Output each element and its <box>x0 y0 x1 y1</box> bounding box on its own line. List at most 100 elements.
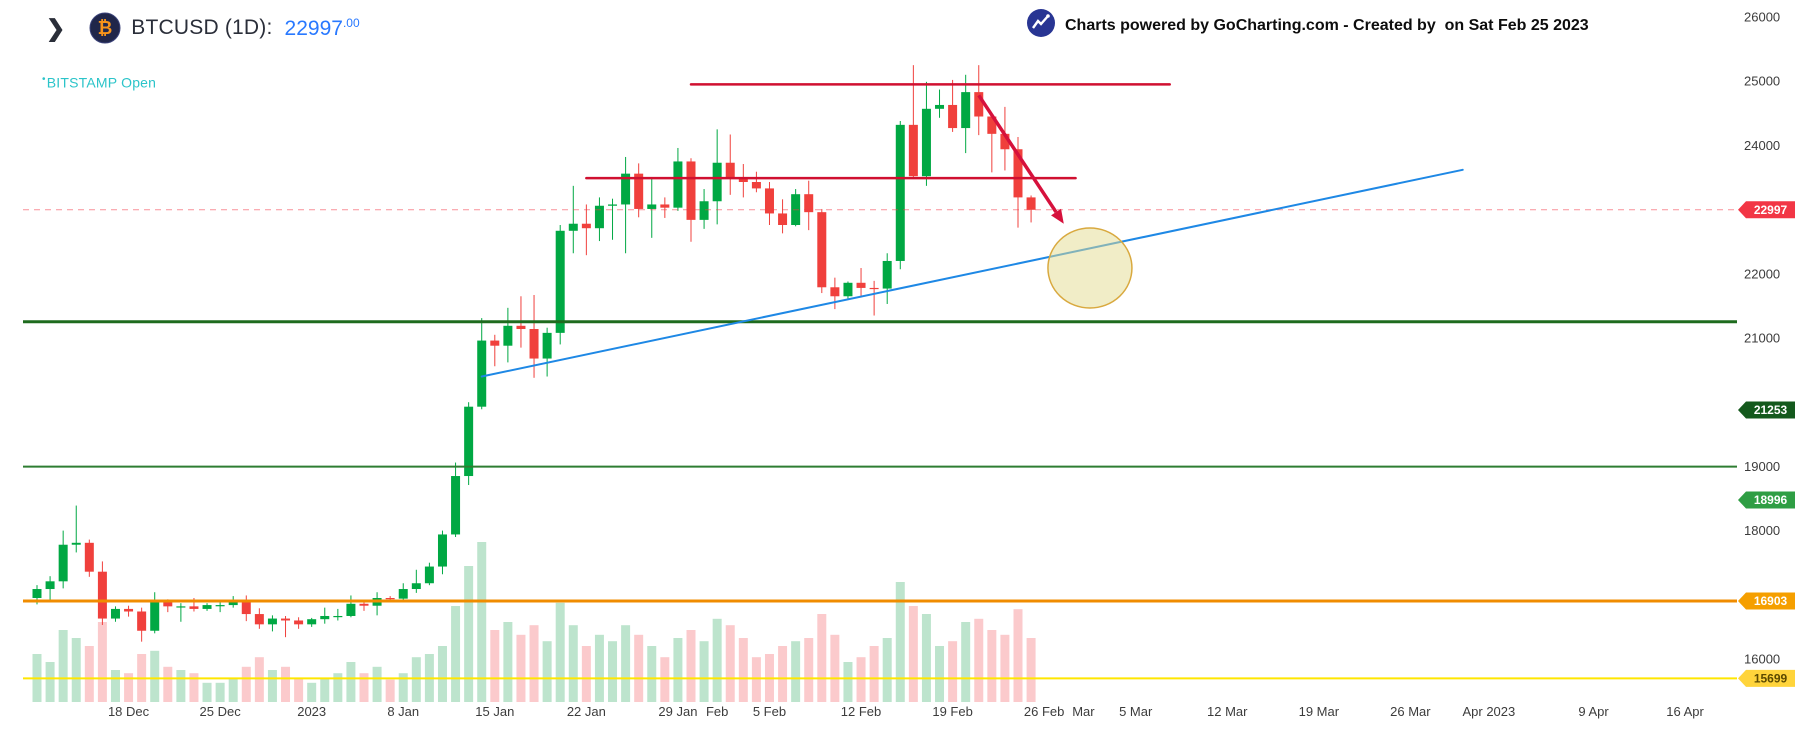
volume-bar <box>686 630 696 702</box>
volume-bar <box>477 542 487 702</box>
candle <box>738 164 748 198</box>
last-price-int: 22997 <box>284 16 343 40</box>
volume-bar <box>791 641 801 702</box>
volume-bar <box>241 666 251 702</box>
price-badge-label: 22997 <box>1754 203 1788 217</box>
candle-body <box>490 340 500 346</box>
candle-body <box>464 406 474 477</box>
candle-body <box>817 212 827 288</box>
candle <box>712 129 722 225</box>
projection-arrow[interactable] <box>977 94 1064 224</box>
target-zone-circle[interactable] <box>1047 227 1133 309</box>
candle <box>555 225 565 345</box>
candle-body <box>97 571 107 619</box>
candle <box>974 65 984 136</box>
candle <box>935 89 945 118</box>
candle-body <box>503 325 513 346</box>
candle <box>451 462 461 538</box>
arrow-shaft <box>977 94 1058 214</box>
price-axis-label: 26000 <box>1744 10 1780 25</box>
volume-bar <box>110 670 120 702</box>
candle-body <box>895 124 905 261</box>
candle-body <box>176 606 186 608</box>
volume-bar <box>647 646 657 702</box>
candle <box>437 530 447 575</box>
price-axis-label: 22000 <box>1744 266 1780 281</box>
candle <box>359 602 369 611</box>
candle-body <box>411 583 421 590</box>
volume-bar <box>398 673 408 702</box>
volume-bar <box>660 657 670 702</box>
candle <box>254 608 264 629</box>
candle <box>202 603 212 611</box>
status-dot: • <box>42 74 46 85</box>
price-axis-label: 18000 <box>1744 523 1780 538</box>
price-badge-label: 18996 <box>1754 493 1788 507</box>
candle-body <box>58 544 68 582</box>
candle-body <box>621 173 631 205</box>
candle <box>621 156 631 254</box>
candle-body <box>424 566 434 584</box>
volume-bar <box>176 670 186 702</box>
volume-bar <box>267 670 277 702</box>
candle <box>673 147 683 211</box>
candle <box>568 185 578 254</box>
candle-body <box>830 287 840 297</box>
price-badge <box>1738 201 1795 219</box>
candle <box>281 615 291 638</box>
candle <box>241 595 251 622</box>
exchange-status: •BITSTAMP Open <box>42 74 156 91</box>
time-axis-label: 19 Feb <box>932 704 972 719</box>
price-axis-label: 21000 <box>1744 331 1780 346</box>
candle <box>634 163 644 218</box>
volume-bar <box>307 682 317 702</box>
time-axis-label: Apr 2023 <box>1462 704 1515 719</box>
volume-bar <box>529 625 539 702</box>
volume-bar <box>163 666 173 702</box>
time-axis-label: 12 Feb <box>841 704 881 719</box>
candle <box>791 189 801 227</box>
candle <box>987 114 997 173</box>
candle-body <box>163 601 173 607</box>
volume-bar <box>228 678 238 702</box>
collapse-panel-button[interactable]: ❯ <box>46 15 66 41</box>
volume-bar <box>124 673 134 702</box>
candle-body <box>948 104 958 129</box>
symbol-title: BTCUSD (1D): <box>131 16 273 39</box>
candle-body <box>634 173 644 209</box>
candle-body <box>189 606 199 609</box>
time-axis-label: 9 Apr <box>1578 704 1609 719</box>
volume-bar <box>921 614 931 702</box>
candle-body <box>542 332 552 359</box>
candle-body <box>608 204 618 206</box>
volume-bar <box>594 634 604 702</box>
candle <box>908 65 918 179</box>
candle-body <box>71 542 81 545</box>
candle <box>895 121 905 270</box>
time-axis-label: 18 Dec <box>108 704 150 719</box>
volume-bar <box>778 646 788 702</box>
candle-body <box>725 162 735 179</box>
candle-body <box>124 608 134 612</box>
volume-bar <box>71 638 81 702</box>
volume-series <box>32 542 1036 702</box>
powered-by-text: Charts powered by GoCharting.com - Creat… <box>1065 16 1589 34</box>
candle-body <box>699 201 709 220</box>
volume-bar <box>634 634 644 702</box>
candle-body <box>647 204 657 209</box>
time-axis-label: 25 Dec <box>200 704 242 719</box>
exchange-status-label: BITSTAMP Open <box>46 74 157 91</box>
candle <box>346 595 356 618</box>
volume-bar <box>45 662 55 702</box>
volume-bar <box>621 625 631 702</box>
volume-bar <box>346 662 356 702</box>
candle <box>97 561 107 625</box>
volume-bar <box>961 622 971 702</box>
ascending-trendline[interactable] <box>480 168 1464 378</box>
chart-header: ❯ ₿ BTCUSD (1D): 22997.00 <box>46 12 360 44</box>
volume-bar <box>320 678 330 702</box>
candle-body <box>738 178 748 182</box>
candle-body <box>961 92 971 129</box>
candle-body <box>150 601 160 631</box>
